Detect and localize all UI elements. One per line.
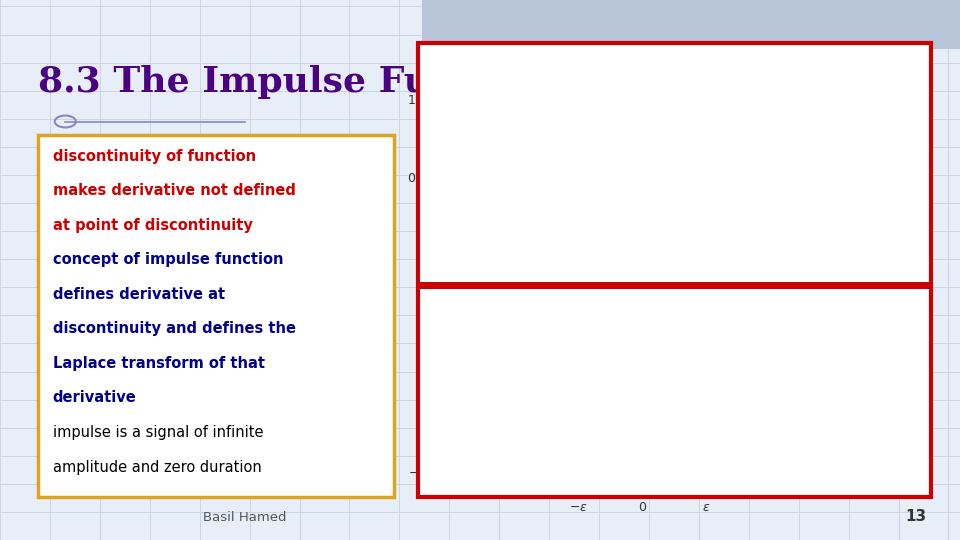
Text: $t$: $t$ <box>898 323 905 337</box>
Text: $\frac{1}{2\epsilon}t+0.5$: $\frac{1}{2\epsilon}t+0.5$ <box>465 150 615 204</box>
Text: 8.3 The Impulse Function: 8.3 The Impulse Function <box>38 65 560 99</box>
Text: defines derivative at: defines derivative at <box>53 287 225 302</box>
Text: at point of discontinuity: at point of discontinuity <box>53 218 252 233</box>
Text: $-ae^{-a(t-\epsilon)}$: $-ae^{-a(t-\epsilon)}$ <box>757 408 817 425</box>
Text: impulse is a signal of infinite: impulse is a signal of infinite <box>53 425 263 440</box>
Text: makes derivative not defined: makes derivative not defined <box>53 183 296 198</box>
Text: 13: 13 <box>905 509 926 524</box>
Text: discontinuity and defines the: discontinuity and defines the <box>53 321 296 336</box>
Text: discontinuity of function: discontinuity of function <box>53 148 256 164</box>
Text: Basil Hamed: Basil Hamed <box>204 511 286 524</box>
Text: $e^{-a(t-\epsilon)}$: $e^{-a(t-\epsilon)}$ <box>778 136 820 152</box>
Text: $f(i)$: $f(i)$ <box>650 68 668 83</box>
Text: concept of impulse function: concept of impulse function <box>53 252 283 267</box>
Text: $f'(t)$: $f'(t)$ <box>650 300 674 315</box>
Text: Laplace transform of that: Laplace transform of that <box>53 356 265 371</box>
Text: amplitude and zero duration: amplitude and zero duration <box>53 460 261 475</box>
Text: $t$: $t$ <box>898 260 905 274</box>
Text: derivative: derivative <box>53 390 136 406</box>
